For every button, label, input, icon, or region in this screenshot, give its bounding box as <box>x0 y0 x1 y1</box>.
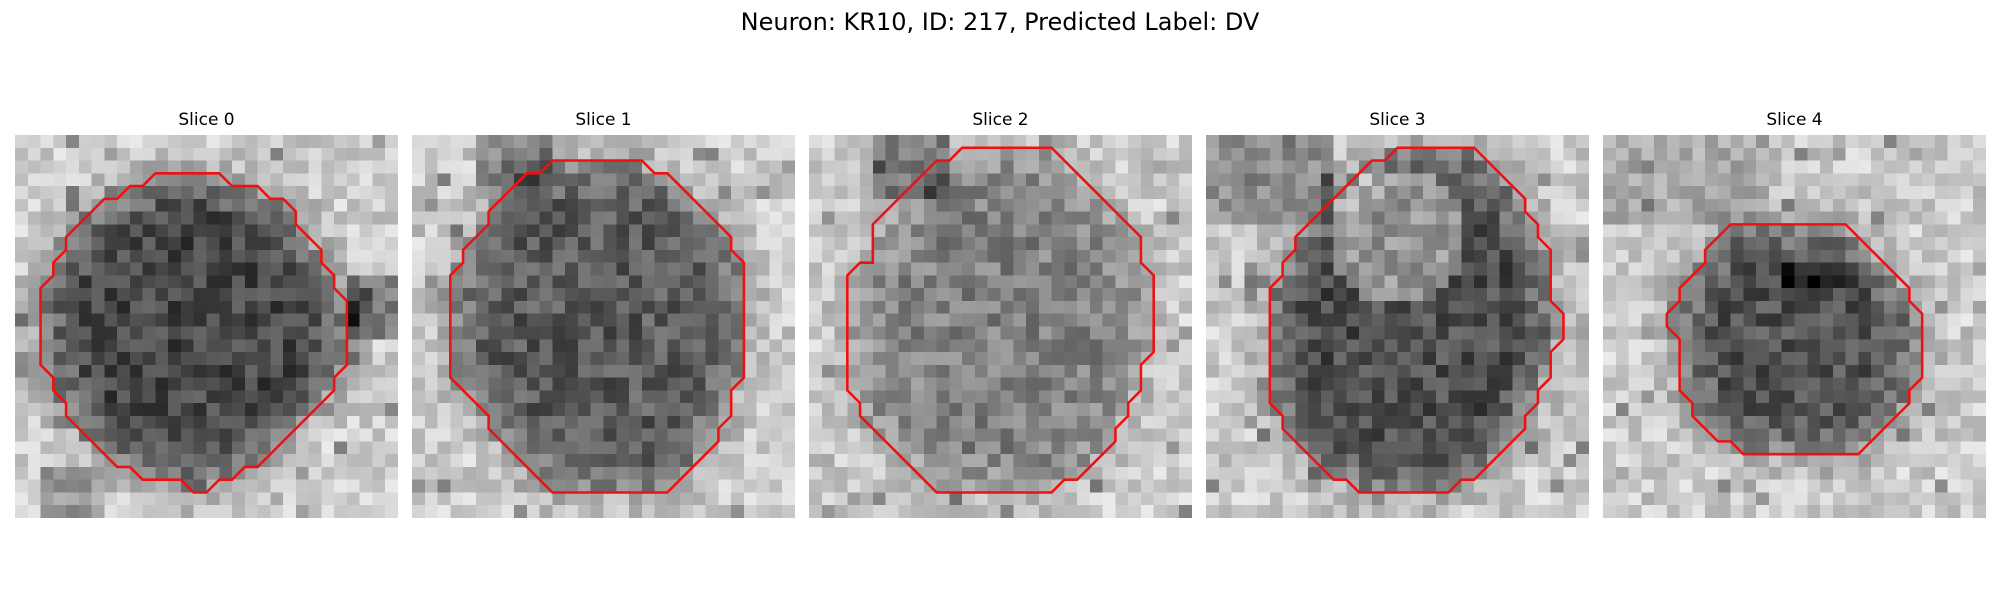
slice-image <box>412 135 795 518</box>
slice-image <box>809 135 1192 518</box>
neuron-contour <box>449 159 746 494</box>
slice-panel-4: Slice 4 <box>1603 108 1986 518</box>
slice-panel-1: Slice 1 <box>412 108 795 518</box>
slice-image <box>15 135 398 518</box>
neuron-contour <box>1268 146 1565 494</box>
slice-title: Slice 2 <box>972 110 1029 130</box>
neuron-contour <box>1665 223 1924 456</box>
slice-title: Slice 4 <box>1766 110 1823 130</box>
contour-overlay <box>846 146 1155 494</box>
slice-title: Slice 3 <box>1369 110 1426 130</box>
slice-panel-3: Slice 3 <box>1206 108 1589 518</box>
contour-overlay <box>1665 223 1924 456</box>
contour-overlay <box>39 172 349 494</box>
neuron-contour <box>846 146 1155 494</box>
slice-panel-2: Slice 2 <box>809 108 1192 518</box>
slice-title: Slice 0 <box>178 110 235 130</box>
neuron-contour <box>39 172 349 494</box>
slice-title: Slice 1 <box>575 110 632 130</box>
contour-overlay <box>449 159 746 494</box>
figure-title: Neuron: KR10, ID: 217, Predicted Label: … <box>740 8 1260 36</box>
slice-panel-0: Slice 0 <box>15 108 398 518</box>
contour-overlay <box>1268 146 1565 494</box>
